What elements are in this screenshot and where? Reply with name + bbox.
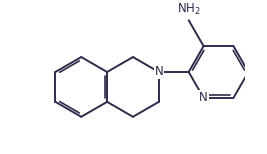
Text: N: N <box>199 91 208 104</box>
Text: N: N <box>154 65 163 79</box>
Text: NH$_2$: NH$_2$ <box>177 2 201 17</box>
